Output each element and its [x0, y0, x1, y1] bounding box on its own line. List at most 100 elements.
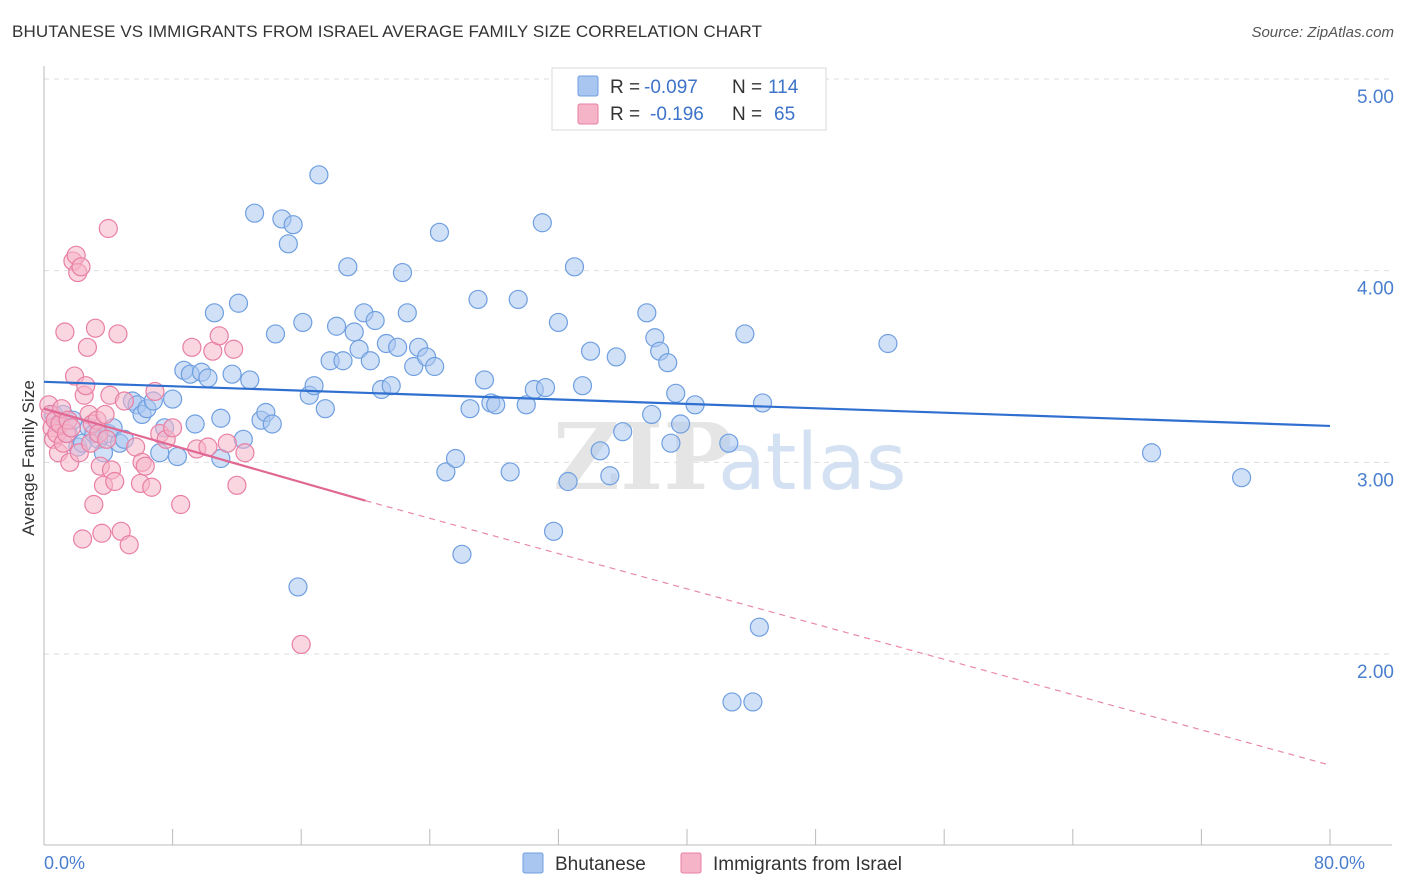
legend-n-value-1: 114 — [768, 77, 799, 98]
y-tick-label-2: 4.00 — [1357, 279, 1394, 300]
legend-r-value-1: -0.097 — [644, 77, 698, 98]
bhutanese-point-28 — [198, 368, 218, 388]
bhutanese-point-32 — [222, 364, 242, 384]
legend-n-label-1: N = — [732, 77, 762, 98]
bhutanese-point-33 — [228, 293, 249, 313]
israel-point-61 — [224, 339, 244, 359]
watermark-zip: ZIP — [553, 403, 732, 511]
bhutanese-point-99 — [661, 433, 681, 453]
trend-line-bhutanese — [43, 380, 1331, 428]
bhutanese-point-26 — [185, 414, 205, 434]
israel-point-62 — [227, 475, 247, 495]
axes — [43, 66, 1392, 846]
source-credit: Source: ZipAtlas.com — [1251, 24, 1394, 41]
israel-point-63 — [235, 443, 255, 463]
bhutanese-point-88 — [572, 376, 593, 396]
bhutanese-point-108 — [752, 393, 773, 413]
x-tick-label-min: 0.0% — [44, 853, 85, 873]
bhutanese-point-100 — [666, 383, 686, 403]
bhutanese-point-85 — [548, 312, 569, 333]
legend-r-label-2: R = — [610, 104, 640, 125]
israel-point-54 — [171, 494, 191, 515]
israel-point-33 — [92, 523, 112, 543]
watermark-atlas: atlas — [718, 418, 907, 508]
chart-title: BHUTANESE VS IMMIGRANTS FROM ISRAEL AVER… — [12, 22, 763, 41]
bhutanese-point-48 — [309, 165, 329, 185]
gridlines — [44, 78, 1392, 655]
watermark: ZIP atlas — [553, 403, 907, 511]
bhutanese-point-51 — [326, 316, 347, 336]
israel-point-64 — [291, 634, 311, 655]
bhutanese-point-72 — [452, 544, 472, 564]
legend-r-label-1: R = — [610, 77, 640, 98]
israel-point-14 — [61, 418, 81, 438]
y-tick-label-3: 5.00 — [1357, 87, 1394, 108]
bhutanese-point-94 — [637, 303, 657, 323]
trend-line-israel — [43, 407, 366, 502]
bhutanese-point-65 — [404, 356, 424, 377]
bottom-legend-label-bhutanese: Bhutanese — [555, 854, 646, 875]
israel-point-50 — [145, 381, 165, 402]
bhutanese-point-104 — [722, 692, 742, 712]
bhutanese-point-95 — [642, 404, 662, 425]
israel-point-44 — [119, 535, 139, 555]
israel-point-20 — [71, 257, 91, 277]
bhutanese-point-57 — [360, 351, 380, 371]
bhutanese-point-55 — [349, 339, 369, 359]
bhutanese-point-86 — [558, 471, 578, 492]
bhutanese-point-71 — [445, 448, 466, 469]
bhutanese-point-83 — [535, 377, 556, 398]
x-tick-label-max: 80.0% — [1314, 853, 1365, 873]
bhutanese-point-53 — [338, 257, 358, 277]
bhutanese-point-43 — [283, 215, 303, 235]
israel-point-24 — [77, 337, 98, 357]
legend-r-value-2: -0.196 — [650, 104, 704, 125]
bhutanese-point-52 — [333, 351, 353, 371]
bhutanese-point-64 — [397, 303, 417, 323]
israel-point-43 — [114, 391, 134, 411]
bhutanese-point-42 — [278, 234, 298, 254]
bhutanese-point-93 — [613, 422, 633, 442]
bhutanese-point-111 — [1231, 468, 1252, 488]
series-israel-points — [39, 218, 311, 655]
bhutanese-point-78 — [500, 462, 520, 482]
bhutanese-point-44 — [288, 577, 308, 597]
bhutanese-point-23 — [167, 446, 188, 467]
legend-swatch-bhutanese — [577, 75, 599, 97]
bhutanese-point-101 — [670, 414, 691, 434]
bhutanese-point-77 — [486, 395, 506, 415]
bhutanese-point-106 — [743, 692, 763, 712]
legend-n-label-2: N = — [732, 104, 762, 125]
israel-point-41 — [108, 324, 128, 344]
bhutanese-point-82 — [532, 213, 552, 233]
bhutanese-point-30 — [211, 408, 231, 428]
bottom-legend-swatch-bhutanese — [522, 852, 544, 874]
israel-point-21 — [72, 529, 93, 549]
bhutanese-point-110 — [1141, 443, 1162, 463]
bottom-legend-label-israel: Immigrants from Israel — [713, 854, 902, 875]
y-tick-label-1: 3.00 — [1357, 470, 1394, 491]
bhutanese-point-98 — [658, 353, 678, 373]
israel-point-36 — [97, 429, 117, 449]
israel-point-60 — [217, 433, 237, 453]
bhutanese-point-103 — [719, 433, 739, 453]
legend-swatch-israel — [577, 103, 599, 125]
bhutanese-point-75 — [474, 370, 495, 390]
israel-point-10 — [55, 322, 75, 342]
israel-point-23 — [76, 376, 96, 396]
bhutanese-point-80 — [516, 395, 536, 415]
legend-n-value-2: 65 — [774, 104, 795, 125]
israel-point-37 — [98, 218, 118, 239]
bhutanese-point-89 — [580, 341, 601, 361]
israel-point-53 — [163, 418, 183, 438]
bhutanese-point-90 — [590, 441, 610, 461]
trend-lines — [43, 380, 1331, 766]
bhutanese-point-61 — [381, 376, 401, 396]
bhutanese-point-91 — [600, 466, 620, 486]
bhutanese-point-63 — [392, 262, 413, 283]
bhutanese-point-84 — [543, 521, 564, 541]
bhutanese-point-58 — [365, 310, 385, 331]
bhutanese-point-54 — [344, 322, 364, 342]
bhutanese-point-35 — [240, 370, 260, 390]
israel-point-35 — [95, 404, 115, 425]
